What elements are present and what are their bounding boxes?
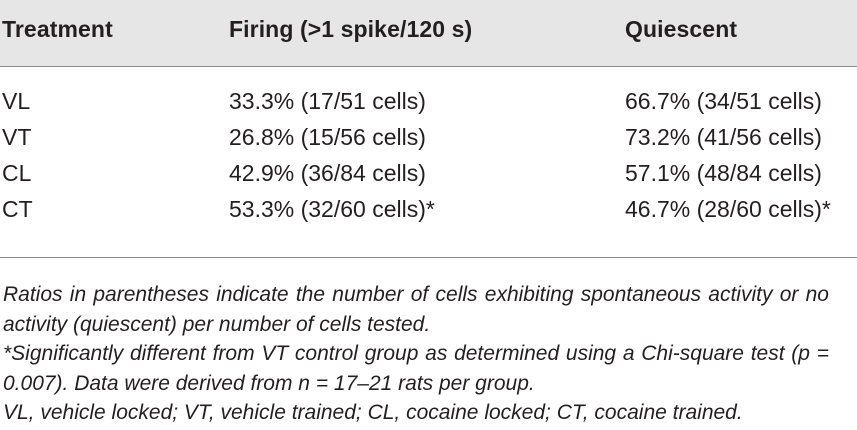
cell-quiescent: 73.2% (41/56 cells) <box>625 124 822 150</box>
table-row: CL 42.9% (36/84 cells) 57.1% (48/84 cell… <box>0 155 857 191</box>
header-divider <box>0 66 857 67</box>
cell-treatment: CL <box>2 160 32 186</box>
cell-firing: 53.3% (32/60 cells)* <box>229 196 435 222</box>
table-bottom-divider <box>0 257 857 258</box>
cell-treatment: VL <box>2 88 31 114</box>
cell-treatment: CT <box>2 196 33 222</box>
table-footnotes: Ratios in parentheses indicate the numbe… <box>3 280 829 428</box>
cell-quiescent: 66.7% (34/51 cells) <box>625 88 822 114</box>
cell-firing: 33.3% (17/51 cells) <box>229 88 426 114</box>
table-row: VL 33.3% (17/51 cells) 66.7% (34/51 cell… <box>0 83 857 119</box>
footnote-significance: *Significantly different from VT control… <box>3 342 829 395</box>
header-quiescent: Quiescent <box>625 16 738 42</box>
table-header-row: Treatment Firing (>1 spike/120 s) Quiesc… <box>0 0 857 66</box>
cell-treatment: VT <box>2 124 32 150</box>
footnote-abbreviations: VL, vehicle locked; VT, vehicle trained;… <box>3 401 743 424</box>
header-firing: Firing (>1 spike/120 s) <box>229 16 473 42</box>
cell-quiescent: 46.7% (28/60 cells)* <box>625 196 831 222</box>
table-row: VT 26.8% (15/56 cells) 73.2% (41/56 cell… <box>0 119 857 155</box>
footnote-ratios: Ratios in parentheses indicate the numbe… <box>3 283 829 336</box>
cell-firing: 26.8% (15/56 cells) <box>229 124 426 150</box>
cell-firing: 42.9% (36/84 cells) <box>229 160 426 186</box>
table-row: CT 53.3% (32/60 cells)* 46.7% (28/60 cel… <box>0 191 857 227</box>
header-treatment: Treatment <box>2 16 113 42</box>
cell-quiescent: 57.1% (48/84 cells) <box>625 160 822 186</box>
